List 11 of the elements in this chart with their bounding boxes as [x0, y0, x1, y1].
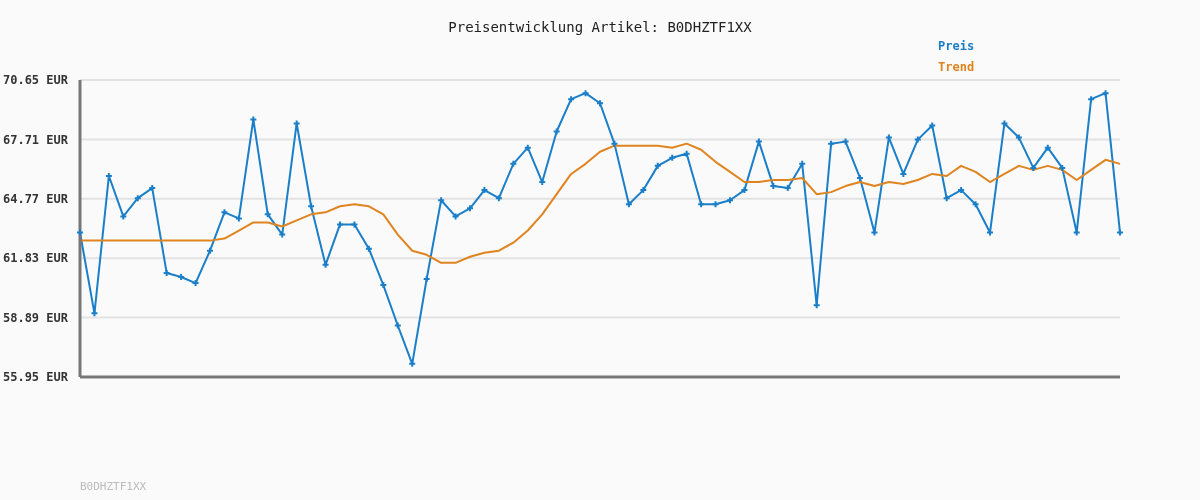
- y-tick-label: 64.77 EUR: [2, 192, 69, 207]
- text: Preis: [938, 38, 976, 55]
- y-tick-label: 70.65 EUR: [2, 73, 69, 88]
- y-tick-label: 61.83 EUR: [2, 251, 69, 266]
- y-tick-label: 55.95 EUR: [2, 370, 69, 385]
- chart-title: Preisentwicklung Artikel: B0DHZTF1XX: [447, 19, 753, 35]
- text: B0DHZTF1XX: [80, 480, 147, 493]
- y-tick-label: 58.89 EUR: [2, 310, 69, 325]
- y-tick-label: 67.71 EUR: [2, 132, 69, 147]
- line-series: [79, 142, 1121, 264]
- text: Trend: [938, 59, 976, 76]
